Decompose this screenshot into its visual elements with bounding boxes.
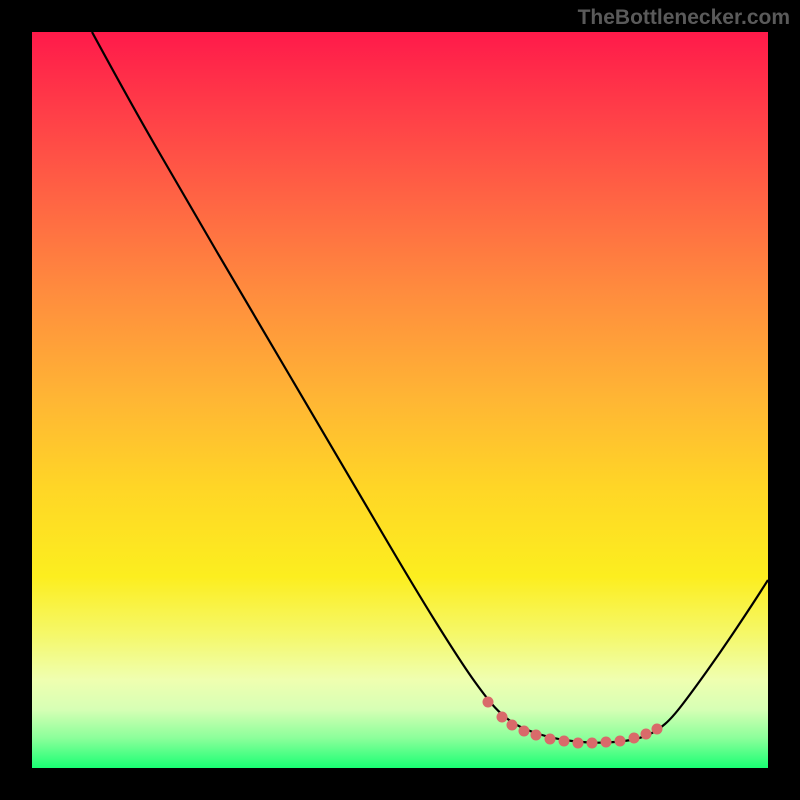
marker-dot bbox=[559, 736, 570, 747]
marker-dot bbox=[531, 730, 542, 741]
watermark-text: TheBottlenecker.com bbox=[578, 6, 790, 30]
marker-dot bbox=[587, 738, 598, 749]
marker-dot bbox=[545, 734, 556, 745]
gradient-background bbox=[32, 32, 768, 768]
marker-dot bbox=[483, 697, 494, 708]
marker-dot bbox=[629, 733, 640, 744]
marker-dot bbox=[497, 712, 508, 723]
marker-dot bbox=[601, 737, 612, 748]
chart-frame: TheBottlenecker.com bbox=[0, 0, 800, 800]
chart-svg bbox=[32, 32, 768, 768]
plot-area bbox=[32, 32, 768, 768]
marker-dot bbox=[519, 726, 530, 737]
marker-dot bbox=[573, 738, 584, 749]
marker-dot bbox=[652, 724, 663, 735]
marker-dot bbox=[507, 720, 518, 731]
marker-dot bbox=[615, 736, 626, 747]
marker-dot bbox=[641, 729, 652, 740]
